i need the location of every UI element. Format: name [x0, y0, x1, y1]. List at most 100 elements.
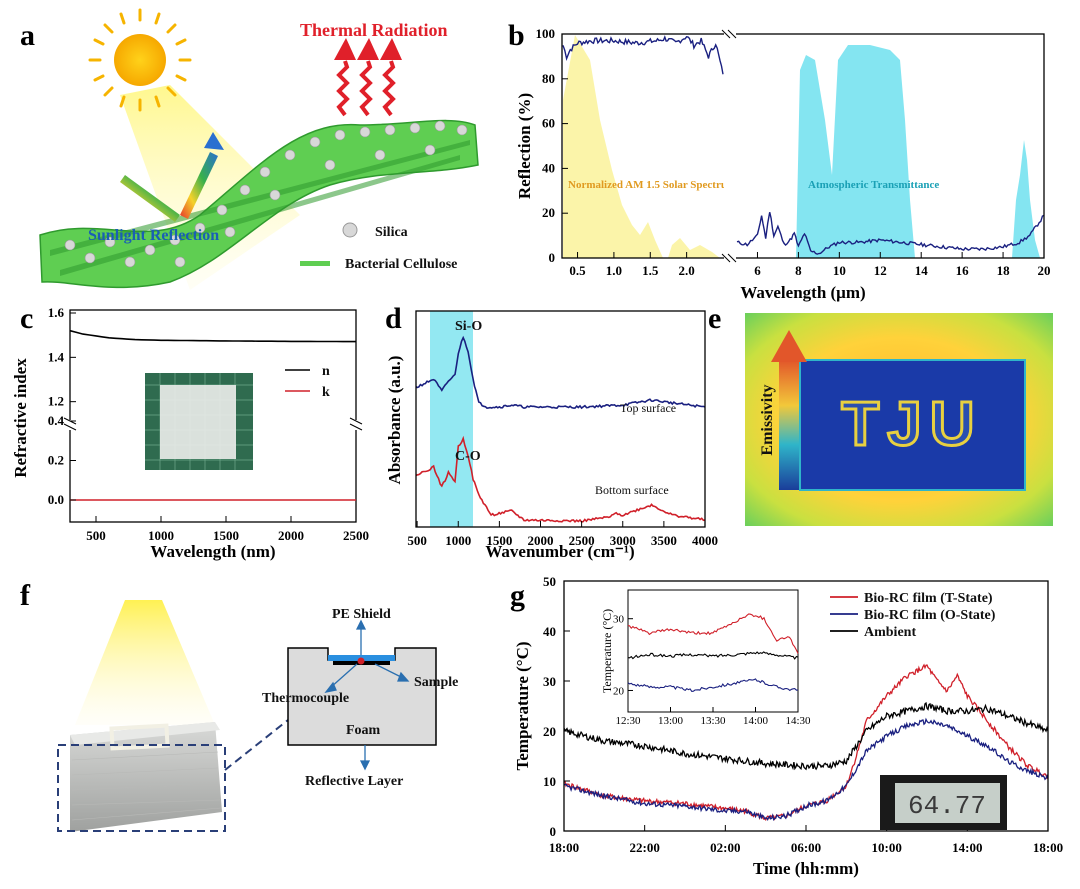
g-xtick-label: 02:00 [710, 840, 740, 855]
selection-box [57, 744, 226, 832]
c-ytick-label: 0.2 [48, 453, 64, 468]
c-xtick-label: 2000 [278, 528, 304, 543]
b-xtick-label: 16 [956, 263, 970, 278]
atmospheric-label: Atmospheric Transmittance [808, 179, 939, 191]
g-xtick-label: 18:00 [1033, 840, 1063, 855]
foam-label: Foam [346, 723, 381, 738]
inset-plot [627, 613, 799, 692]
b-xtick-label: 12 [874, 263, 887, 278]
panel-g-legend: Bio-RC film (T-State) Bio-RC film (O-Sta… [830, 591, 996, 640]
reflected-light-arrows [120, 132, 224, 222]
reflection-plot [562, 35, 1045, 255]
b-ytick-label: 60 [542, 116, 555, 131]
c-series-n [69, 329, 356, 343]
g-ytick-label: 20 [543, 724, 556, 739]
b-xtick-label: 20 [1038, 263, 1051, 278]
b-ytick-label: 0 [549, 250, 556, 265]
panel-d-ylabel: Absorbance (a.u.) [385, 356, 404, 485]
d-xtick-label: 500 [407, 533, 427, 548]
inset-ytick-label: 20 [613, 685, 625, 697]
axis-break-b [721, 26, 737, 263]
d-xtick-label: 1500 [486, 533, 512, 548]
emissivity-arrowhead [771, 330, 807, 362]
b-xtick-label: 18 [997, 263, 1011, 278]
panel-e: e TJU Emissivity [708, 302, 1053, 526]
b-ytick-label: 20 [542, 205, 555, 220]
d-xtick-label: 3500 [651, 533, 677, 548]
panel-c-frame [69, 309, 357, 523]
reflective-layer-label: Reflective Layer [305, 774, 403, 789]
inset-xtick-label: 14:00 [743, 715, 769, 727]
silica-legend-label: Silica [375, 225, 408, 240]
c-ytick-label: 1.6 [48, 305, 65, 320]
panel-b-frame [561, 33, 1045, 259]
thermocouple-dot [357, 657, 365, 665]
panel-c-ylabel: Refractive index [11, 358, 30, 478]
b-xtick-label: 8 [795, 263, 802, 278]
top-surface-label: Top surface [620, 401, 676, 415]
b-ytick-label: 80 [542, 71, 555, 86]
refractive-index-plot [69, 329, 356, 501]
g-series-2 [564, 701, 1048, 771]
panel-d-label: d [385, 302, 402, 335]
legend-k-label: k [322, 385, 330, 400]
reflection-curve-solar [562, 35, 724, 75]
g-xtick-label: 14:00 [952, 840, 982, 855]
g-xtick-label: 18:00 [549, 840, 579, 855]
panel-c: c 500 1000 1500 2000 2500 0.0 0.2 0.4 1.2 1.4 1.6 [11, 302, 369, 561]
d-xtick-label: 2000 [528, 533, 554, 548]
c-ytick-label: 1.2 [48, 394, 64, 409]
legend-t-state-label: Bio-RC film (T-State) [864, 591, 993, 606]
panel-b-ylabel: Reflection (%) [515, 93, 534, 199]
g-xtick-label: 06:00 [791, 840, 821, 855]
panel-b: b Normalized AM 1.5 Solar Spectrum Atmos… [508, 19, 1051, 302]
c-ytick-label: 1.4 [48, 349, 65, 364]
c-ytick-label: 0.4 [48, 413, 65, 428]
panel-g-xlabel: Time (hh:mm) [753, 859, 859, 878]
solar-spectrum-area [563, 35, 720, 258]
panel-g-ticks: 18:00 22:00 02:00 06:00 10:00 14:00 18:0001020… [543, 574, 1063, 855]
d-series-1 [416, 435, 705, 523]
inset-series-2 [627, 678, 799, 692]
zoom-connector [224, 719, 289, 771]
lamp-light-cone [75, 600, 215, 725]
inset-xtick-label: 13:30 [700, 715, 726, 727]
c-ytick-label: 0.0 [48, 492, 64, 507]
d-series-0 [416, 335, 705, 410]
panel-b-xlabel: Wavelength (μm) [740, 283, 865, 302]
b-xtick-label: 2.0 [679, 263, 695, 278]
c-xtick-label: 500 [86, 528, 106, 543]
inset-ylabel: Temperature (°C) [600, 609, 614, 693]
panel-d: d Si-O C-O Top surface Bottom surface 50… [385, 302, 718, 561]
c-xtick-label: 2500 [343, 528, 369, 543]
inset-frame [627, 589, 799, 713]
reflection-curve-ir [736, 212, 1045, 255]
b-ytick-label: 100 [536, 26, 556, 41]
c-xtick-label: 1500 [213, 528, 239, 543]
g-ytick-label: 30 [543, 674, 556, 689]
panel-c-xlabel: Wavelength (nm) [150, 542, 275, 561]
inset-ytick-label: 30 [613, 614, 625, 626]
panel-d-ticks: 500 1000 1500 2000 2500 3000 3500 4000 [407, 521, 718, 548]
panel-e-label: e [708, 302, 721, 335]
b-xtick-label: 14 [915, 263, 929, 278]
temperature-plot [564, 663, 1048, 821]
thermal-radiation-arrows [336, 60, 396, 117]
solar-spectrum-label-1: Normalized AM 1.5 Solar Spectrum [568, 179, 736, 191]
silica-particles [64, 120, 468, 268]
inset-xtick-label: 14:30 [785, 715, 811, 727]
b-xtick-label: 6 [754, 263, 761, 278]
thermal-radiation-label: Thermal Radiation [300, 20, 448, 40]
g-xtick-label: 22:00 [629, 840, 659, 855]
thermal-arrowheads [334, 38, 402, 60]
device-schematic [287, 619, 437, 771]
bottom-surface-label: Bottom surface [595, 483, 669, 497]
fiber-texture [50, 140, 470, 276]
inset-ticks: 12:30 13:00 13:30 14:00 14:30 20 30 [613, 614, 811, 727]
thermometer-display-photo: 64.77 [880, 775, 1007, 830]
inset-series-1 [627, 651, 799, 660]
b-xtick-label: 1.0 [606, 263, 622, 278]
panel-d-frame [415, 310, 706, 528]
legend-n-label: n [322, 364, 330, 379]
